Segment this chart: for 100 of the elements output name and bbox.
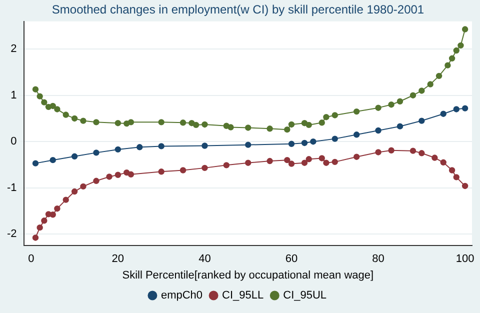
point (266, 158, 273, 164)
point (410, 148, 416, 154)
point (223, 162, 230, 168)
point (448, 167, 456, 174)
point (93, 178, 100, 184)
point (453, 174, 460, 180)
point (418, 88, 425, 94)
point (50, 102, 56, 110)
point (462, 26, 468, 32)
point (32, 160, 39, 166)
point (245, 124, 252, 131)
point (32, 86, 39, 92)
point (266, 126, 273, 132)
point (93, 150, 100, 156)
point (462, 182, 468, 190)
point (388, 147, 394, 154)
point (462, 105, 468, 112)
point (306, 156, 312, 162)
point (158, 143, 164, 150)
point (114, 120, 122, 126)
point (375, 127, 382, 134)
x-tick-label: 100 (456, 253, 474, 266)
point (50, 156, 56, 164)
point (180, 167, 186, 174)
point (310, 138, 316, 145)
y-tick-label: -2 (7, 228, 17, 240)
point (288, 160, 295, 167)
point (284, 156, 290, 164)
point (418, 150, 425, 156)
point (288, 121, 295, 128)
y-tick-label: 2 (10, 43, 17, 56)
point (114, 172, 122, 178)
point (71, 115, 78, 122)
point (440, 110, 446, 117)
point (202, 121, 208, 128)
point (192, 122, 200, 128)
point (375, 104, 382, 111)
point (158, 119, 164, 126)
point (432, 154, 438, 161)
point (353, 132, 360, 138)
y-tick-label: 1 (10, 89, 17, 102)
point (80, 118, 86, 124)
point (71, 153, 78, 160)
point (180, 120, 186, 126)
point (32, 234, 39, 241)
point (444, 62, 451, 68)
point (41, 218, 48, 224)
point (396, 98, 404, 104)
point (396, 123, 404, 130)
point (318, 155, 325, 162)
point (114, 146, 122, 153)
x-tick-label: 40 (198, 253, 211, 266)
point (301, 140, 308, 146)
x-tick-label: 0 (28, 253, 34, 266)
point (388, 102, 394, 108)
point (36, 224, 43, 231)
y-tick-label: 0 (10, 136, 17, 148)
legend-label: CI_95LL (222, 290, 264, 302)
point (245, 160, 252, 166)
point (62, 196, 69, 203)
point (332, 158, 338, 166)
legend-label: CI_95UL (283, 290, 327, 302)
point (62, 112, 69, 118)
point (288, 140, 295, 147)
point (453, 47, 460, 54)
point (71, 188, 78, 195)
point (418, 118, 425, 124)
point (332, 136, 338, 142)
point (353, 108, 360, 115)
point (375, 149, 382, 156)
point (128, 171, 134, 178)
point (80, 183, 86, 190)
point (323, 160, 330, 166)
point (284, 126, 290, 133)
point (158, 168, 164, 175)
point (318, 120, 325, 126)
point (128, 119, 134, 126)
point (93, 119, 100, 126)
point (202, 164, 208, 172)
point (323, 114, 330, 120)
x-tick-label: 60 (285, 253, 298, 266)
x-tick-label: 20 (112, 253, 124, 266)
x-tick-label: 80 (372, 253, 384, 266)
y-tick-label: -1 (7, 182, 17, 194)
point (448, 55, 456, 62)
point (301, 120, 308, 126)
point (136, 144, 143, 150)
point (36, 93, 43, 100)
point (410, 92, 416, 98)
legend-label: empCh0 (160, 290, 203, 302)
point (202, 142, 208, 149)
point (436, 72, 442, 80)
point (332, 112, 338, 118)
point (453, 106, 460, 112)
point (54, 206, 60, 212)
point (353, 154, 360, 160)
point (106, 174, 112, 180)
point (306, 122, 312, 128)
point (245, 142, 252, 148)
point (54, 106, 60, 112)
